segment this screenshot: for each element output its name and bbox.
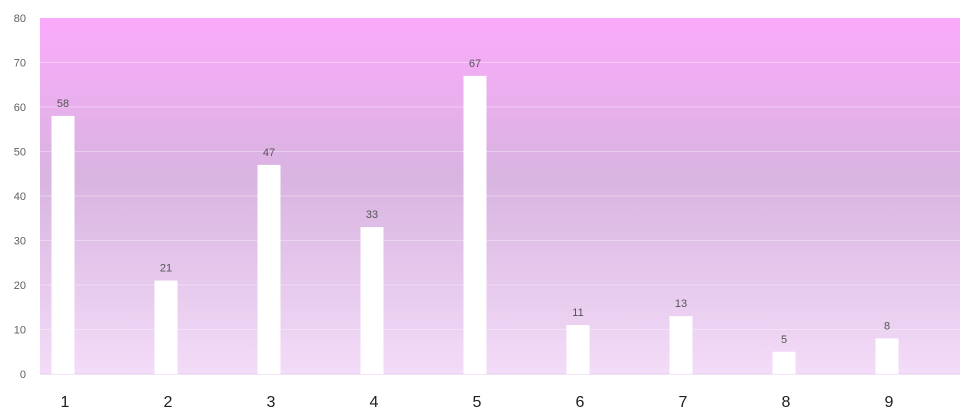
x-tick-label: 7 [679,394,688,409]
data-label-8: 5 [781,334,787,346]
y-tick-label: 30 [14,236,26,248]
bar-8 [773,352,796,374]
x-tick-label: 6 [576,394,585,409]
y-tick-label: 20 [14,280,26,292]
x-tick-label: 1 [61,394,70,409]
y-tick-label: 40 [14,191,26,203]
x-tick-label: 2 [164,394,173,409]
bar-4 [361,227,384,374]
bar-7 [670,316,693,374]
data-label-6: 11 [572,307,583,319]
data-label-5: 67 [469,58,481,70]
bar-2 [155,281,178,374]
data-label-2: 21 [160,263,172,275]
x-tick-label: 8 [782,394,791,409]
y-tick-label: 50 [14,147,26,159]
bar-6 [567,325,590,374]
data-label-1: 58 [57,98,69,110]
x-tick-label: 4 [370,394,379,409]
x-axis-ticks: 1 2 3 4 5 6 7 8 9 [61,394,894,409]
y-tick-label: 80 [14,13,26,25]
data-label-7: 13 [675,298,687,310]
x-tick-label: 5 [473,394,482,409]
bar-5 [464,76,487,374]
y-tick-label: 70 [14,58,26,70]
data-label-4: 33 [366,209,378,221]
x-tick-label: 9 [885,394,894,409]
y-tick-label: 0 [20,369,26,381]
y-tick-label: 60 [14,102,26,114]
y-tick-label: 10 [14,325,26,337]
bar-9 [876,338,899,374]
data-label-9: 8 [884,320,890,332]
y-axis-ticks: 0 10 20 30 40 50 60 70 80 [14,13,26,381]
x-tick-label: 3 [267,394,276,409]
bar-3 [258,165,281,374]
data-label-3: 47 [263,147,275,159]
bar-1 [52,116,75,374]
